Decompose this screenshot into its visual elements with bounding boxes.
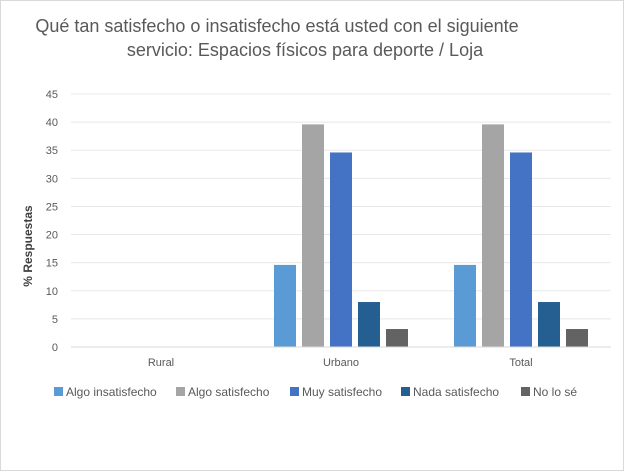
chart-title-line-2: servicio: Espacios físicos para deporte … [127, 40, 484, 60]
x-category-label: Total [509, 357, 532, 369]
bar [358, 302, 380, 347]
y-axis-ticks: 0 5 10 15 20 25 30 35 40 45 [46, 89, 58, 354]
legend-swatch [54, 387, 63, 396]
y-axis-label: % Respuestas [21, 205, 35, 287]
x-category-label: Urbano [323, 357, 359, 369]
legend-label: Nada satisfecho [413, 385, 499, 399]
bar [386, 329, 408, 347]
legend-label: Algo insatisfecho [66, 385, 157, 399]
y-tick-label: 0 [52, 342, 58, 354]
legend-label: No lo sé [533, 385, 577, 399]
x-axis-categories: Rural Urbano Total [148, 357, 533, 369]
bar [538, 302, 560, 347]
bar [454, 264, 476, 347]
y-tick-label: 25 [46, 201, 58, 213]
legend: Algo insatisfecho Algo satisfecho Muy sati… [54, 385, 577, 399]
bar [330, 152, 352, 347]
legend-swatch [401, 387, 410, 396]
x-category-label: Rural [148, 357, 174, 369]
y-tick-label: 5 [52, 314, 58, 326]
bar [566, 329, 588, 347]
y-tick-label: 20 [46, 230, 58, 242]
legend-swatch [521, 387, 530, 396]
y-tick-label: 45 [46, 89, 58, 101]
bar [510, 152, 532, 347]
y-tick-label: 30 [46, 173, 58, 185]
legend-label: Algo satisfecho [188, 385, 270, 399]
y-tick-label: 40 [46, 117, 58, 129]
legend-label: Muy satisfecho [302, 385, 382, 399]
bar [274, 264, 296, 347]
chart-title-line-1: Qué tan satisfecho o insatisfecho está u… [35, 16, 518, 36]
legend-swatch [290, 387, 299, 396]
y-tick-label: 35 [46, 145, 58, 157]
legend-swatch [176, 387, 185, 396]
bar [482, 124, 504, 347]
y-tick-label: 10 [46, 286, 58, 298]
bars [274, 124, 588, 347]
y-tick-label: 15 [46, 258, 58, 270]
bar [302, 124, 324, 347]
